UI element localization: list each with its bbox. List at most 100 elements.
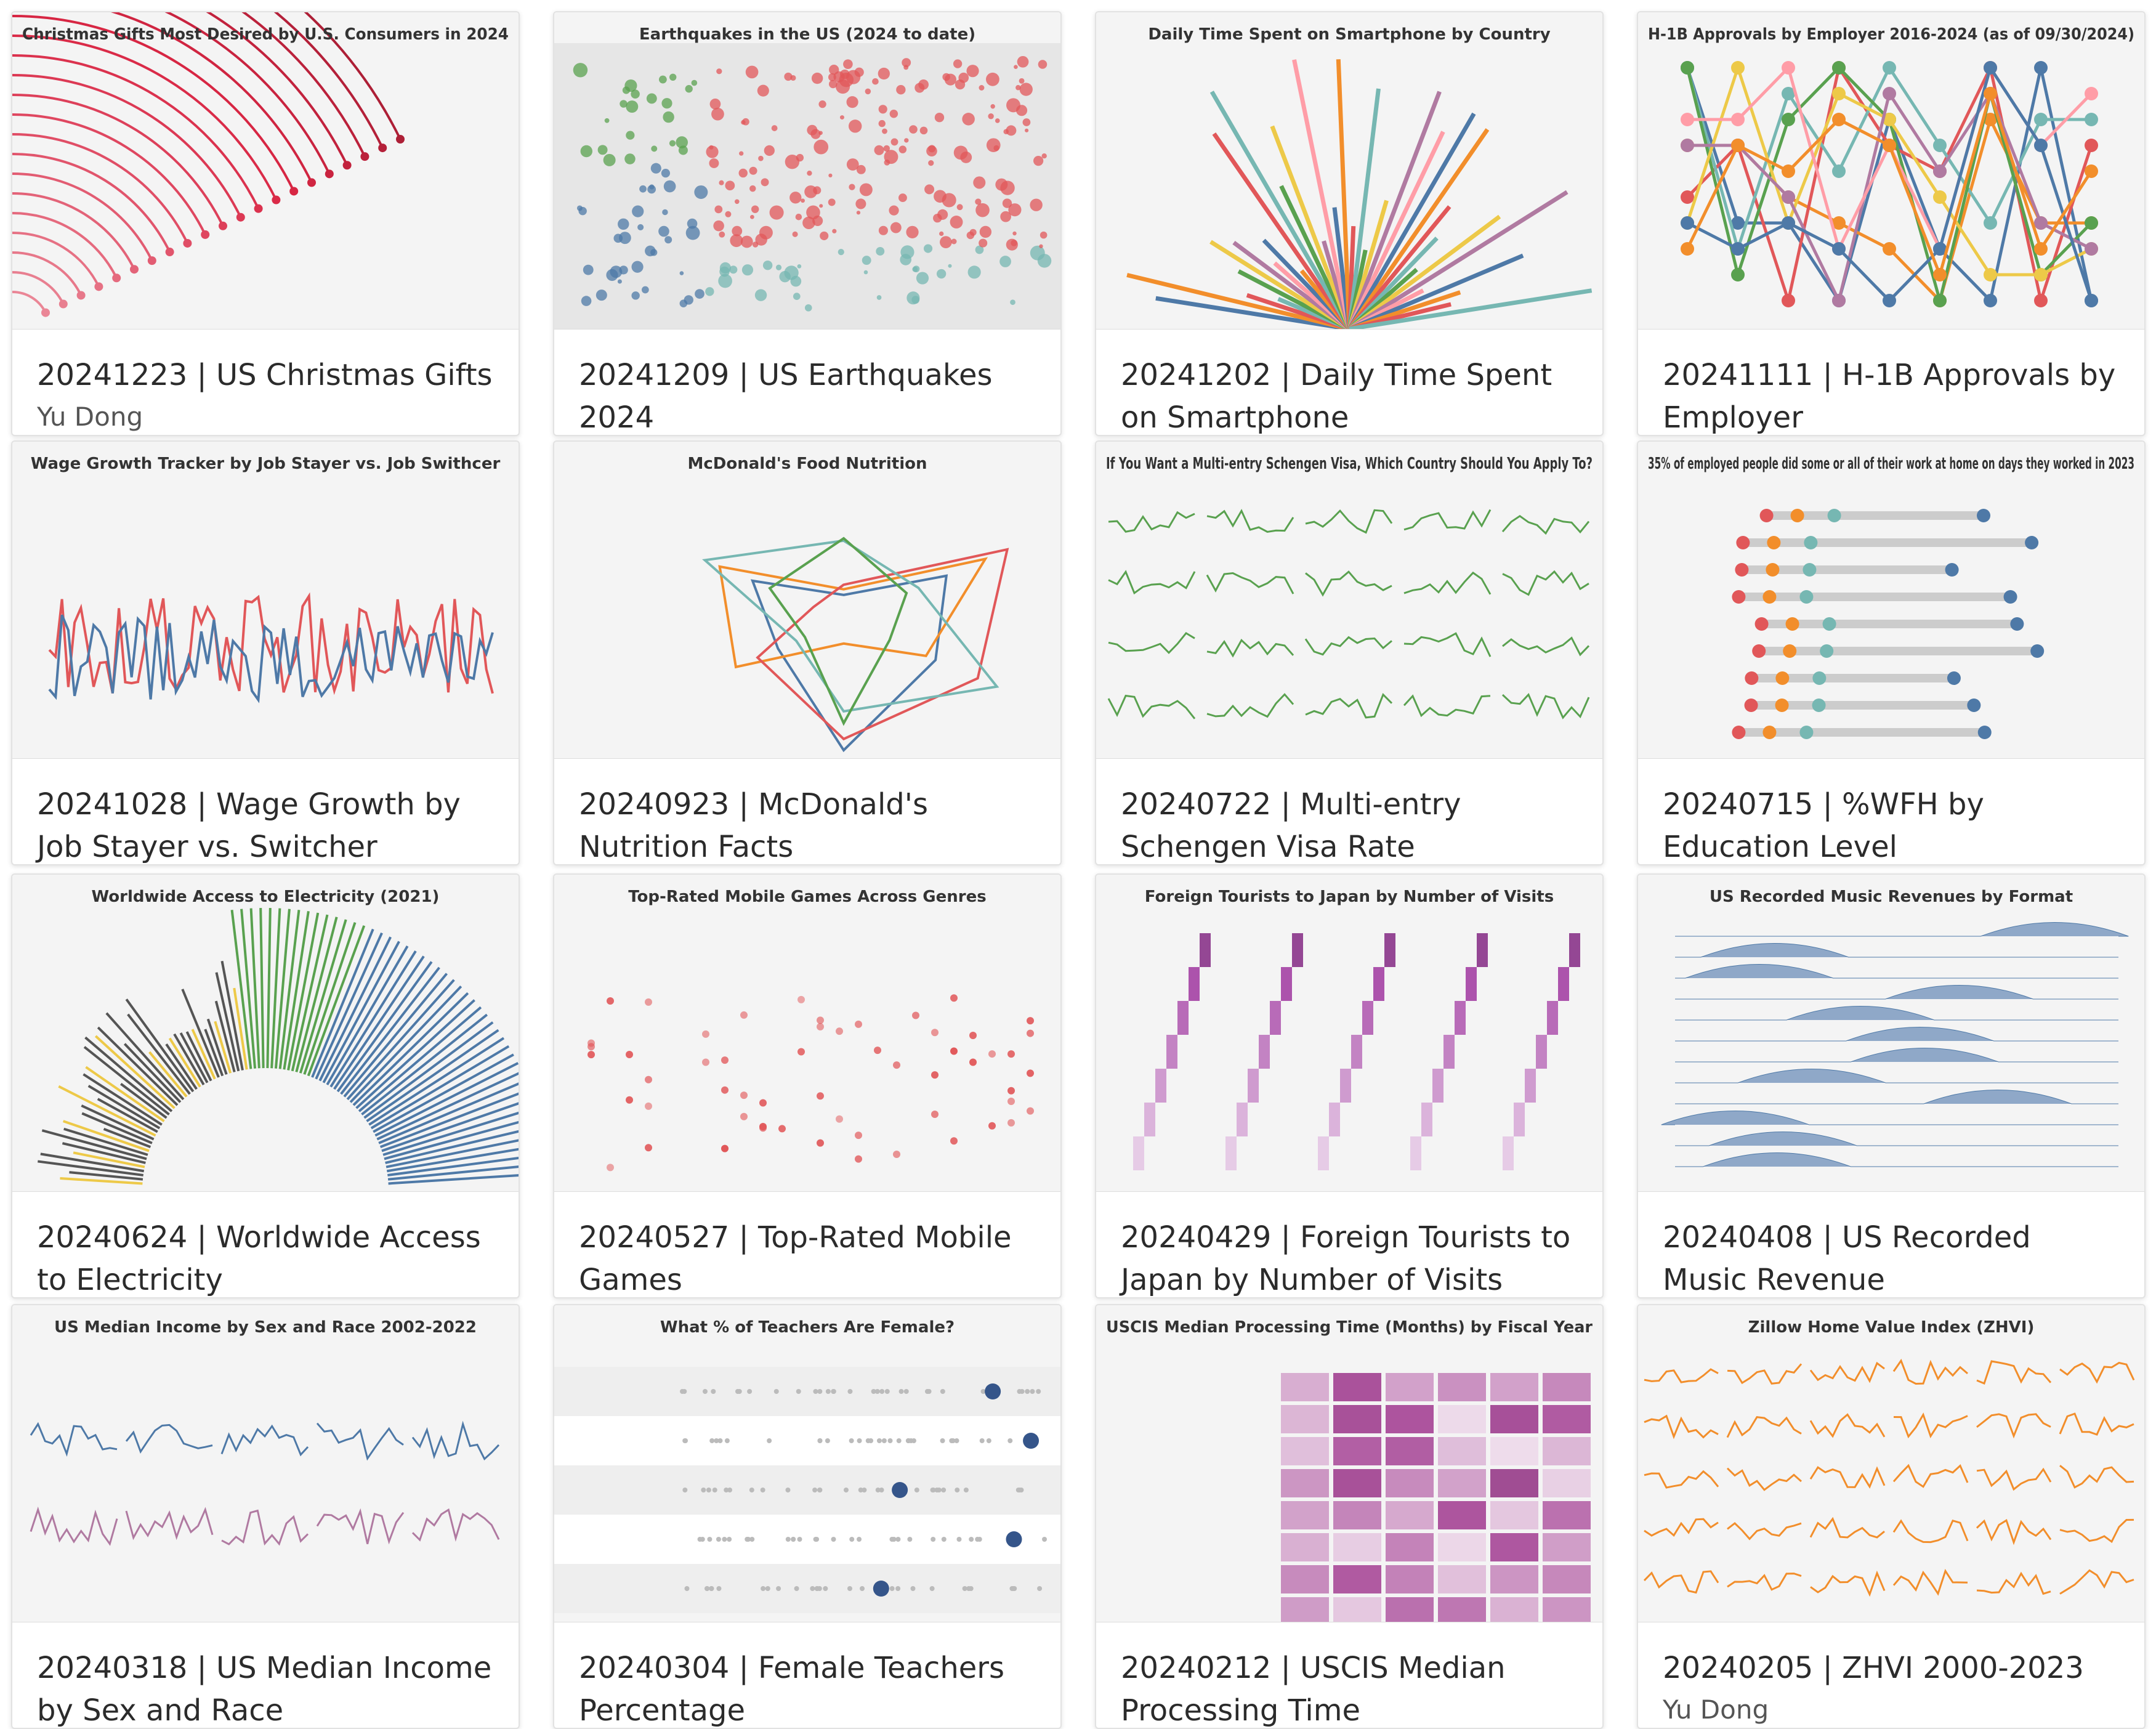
decoration: [1933, 268, 1947, 281]
gallery-card[interactable]: Earthquakes in the US (2024 to date) 2024…: [553, 11, 1062, 436]
decoration: [110, 12, 313, 184]
decoration: [795, 213, 802, 221]
decoration: [1347, 214, 1501, 329]
gallery-card[interactable]: US Recorded Music Revenues by Format 2024…: [1637, 873, 2146, 1298]
decoration: [804, 304, 812, 312]
decoration: [931, 1029, 939, 1037]
decoration: [230, 909, 252, 1069]
gallery-card[interactable]: H-1B Approvals by Employer 2016-2024 (as…: [1637, 11, 2146, 436]
gallery-card[interactable]: US Median Income by Sex and Race 2002-20…: [11, 1304, 520, 1729]
decoration: [797, 1537, 802, 1542]
decoration: [878, 225, 888, 235]
decoration: [1883, 61, 1896, 75]
card-title: 20241209 | US Earthquakes 2024: [579, 358, 993, 435]
decoration: [705, 1586, 710, 1591]
decoration: [1318, 1136, 1329, 1170]
decoration: [950, 1137, 958, 1145]
decoration: [2059, 1412, 2134, 1436]
decoration: [694, 185, 708, 199]
decoration: [784, 72, 793, 81]
gallery-card[interactable]: Zillow Home Value Index (ZHVI) 20240205 |…: [1637, 1304, 2146, 1729]
decoration: [1490, 1373, 1538, 1401]
decoration: [1225, 1136, 1237, 1170]
decoration: [711, 107, 724, 121]
decoration: [883, 145, 890, 152]
decoration: [1007, 1097, 1015, 1105]
decoration: [240, 909, 257, 1069]
decoration: [1270, 1001, 1281, 1035]
decoration: [751, 205, 759, 213]
decoration: [12, 93, 224, 227]
decoration: [926, 145, 937, 157]
gallery-card[interactable]: USCIS Median Processing Time (Months) by…: [1095, 1304, 1604, 1729]
thumbnail-graphic: [30, 1420, 500, 1546]
decoration: [931, 1071, 939, 1079]
decoration: [958, 72, 969, 83]
decoration: [1209, 240, 1351, 329]
decoration: [1027, 1069, 1034, 1077]
decoration: [963, 1488, 969, 1492]
decoration: [1386, 1533, 1434, 1561]
decoration: [676, 136, 688, 148]
decoration: [906, 291, 920, 305]
decoration: [702, 539, 999, 713]
decoration: [1027, 1107, 1034, 1115]
decoration: [797, 1048, 805, 1056]
gallery-card[interactable]: Christmas Gifts Most Desired by U.S. Con…: [11, 11, 520, 436]
decoration: [1827, 509, 1841, 522]
thumbnail-title: USCIS Median Processing Time (Months) by…: [1106, 1318, 1593, 1337]
decoration: [1782, 190, 1795, 204]
thumbnail: Earthquakes in the US (2024 to date): [554, 12, 1060, 330]
decoration: [554, 1416, 1060, 1465]
decoration: [910, 1586, 916, 1591]
card-title: 20241223 | US Christmas Gifts: [37, 358, 493, 392]
decoration: [975, 198, 982, 205]
decoration: [1039, 244, 1043, 248]
decoration: [1012, 231, 1017, 236]
decoration: [1744, 698, 1758, 712]
decoration: [2034, 216, 2048, 230]
decoration: [691, 79, 698, 86]
decoration: [682, 1488, 688, 1492]
decoration: [352, 992, 469, 1106]
decoration: [716, 1537, 721, 1542]
decoration: [554, 1465, 1060, 1515]
decoration: [1731, 242, 1745, 256]
decoration: [1644, 1414, 1719, 1439]
decoration: [725, 180, 735, 191]
thumbnail: US Recorded Music Revenues by Format: [1638, 875, 2144, 1192]
decoration: [914, 1488, 919, 1492]
gallery-card[interactable]: Foreign Tourists to Japan by Number of V…: [1095, 873, 1604, 1298]
decoration: [1832, 216, 1846, 230]
decoration: [1883, 294, 1896, 307]
decoration: [147, 256, 156, 265]
decoration: [1775, 698, 1789, 712]
decoration: [941, 1537, 947, 1542]
decoration: [578, 206, 587, 216]
decoration: [645, 998, 652, 1006]
decoration: [645, 245, 656, 257]
decoration: [206, 1018, 228, 1075]
decoration: [745, 1537, 750, 1542]
decoration: [1333, 1533, 1381, 1561]
gallery-card[interactable]: What % of Teachers Are Female? 20240304 |…: [553, 1304, 1062, 1729]
decoration: [220, 960, 244, 1071]
decoration: [1438, 1597, 1486, 1622]
decoration: [776, 1586, 781, 1591]
decoration: [876, 247, 885, 256]
decoration: [775, 264, 782, 270]
gallery-card[interactable]: Worldwide Access to Electricity (2021) 20…: [11, 873, 520, 1298]
decoration: [214, 1000, 236, 1072]
gallery-card[interactable]: McDonald's Food Nutrition 20240923 | McDo…: [553, 440, 1062, 865]
gallery-card[interactable]: Daily Time Spent on Smartphone by Countr…: [1095, 11, 1604, 436]
gallery-card[interactable]: If You Want a Multi-entry Schengen Visa,…: [1095, 440, 1604, 865]
gallery-card[interactable]: Top-Rated Mobile Games Across Genres 2024…: [553, 873, 1062, 1298]
decoration: [1006, 98, 1020, 113]
gallery-card[interactable]: 35% of employed people did some or all o…: [1637, 440, 2146, 865]
decoration: [94, 1035, 176, 1109]
decoration: [1727, 1363, 1803, 1385]
decoration: [1501, 514, 1590, 535]
gallery-card[interactable]: Wage Growth Tracker by Job Stayer vs. Jo…: [11, 440, 520, 865]
decoration: [979, 225, 992, 238]
decoration: [966, 231, 975, 240]
